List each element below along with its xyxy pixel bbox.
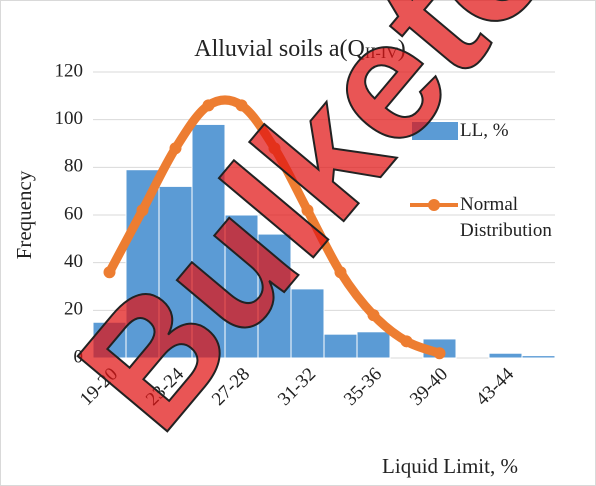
line-marker [235,99,248,112]
y-tick-label: 100 [55,108,84,129]
y-tick-label: 60 [64,203,83,224]
y-tick-label: 120 [55,60,84,81]
line-marker [400,335,413,348]
bar [521,355,556,359]
bar [92,321,127,359]
legend-label: Normal Distribution [460,194,552,241]
line-marker [301,204,314,217]
legend-label-box: Normal Distribution [460,194,552,241]
x-axis-label: Liquid Limit, % [382,454,518,478]
title-main: Alluvial soils a(Q [194,36,365,62]
line-marker [334,266,347,279]
y-tick-label: 20 [64,299,83,320]
legend-swatch [412,122,458,140]
bar [257,233,292,359]
bar [488,352,523,359]
legend-swatch-marker [428,199,440,211]
chart-title: Alluvial soils a(QII-IV) [194,36,406,62]
y-tick-label: 80 [64,156,83,177]
bar [356,331,391,359]
line-marker [268,142,281,155]
bar [125,169,160,359]
title-subscript: II-IV [365,45,398,62]
bar [290,288,325,359]
bar [323,333,358,359]
title-end: ) [398,36,406,62]
line-marker [169,142,182,155]
line-marker [433,347,446,360]
legend-label-box: LL, % [460,120,509,141]
y-axis-label: Frequency [12,170,36,259]
y-tick-label: 0 [74,346,84,367]
bar [158,185,193,359]
bar [224,214,259,359]
y-tick-label: 40 [64,251,83,272]
legend-label: LL, % [460,120,509,141]
line-marker [136,204,149,217]
line-marker [367,309,380,322]
legend: LL, % Normal Distribution [410,120,552,241]
line-marker [202,99,215,112]
line-marker [103,266,116,279]
